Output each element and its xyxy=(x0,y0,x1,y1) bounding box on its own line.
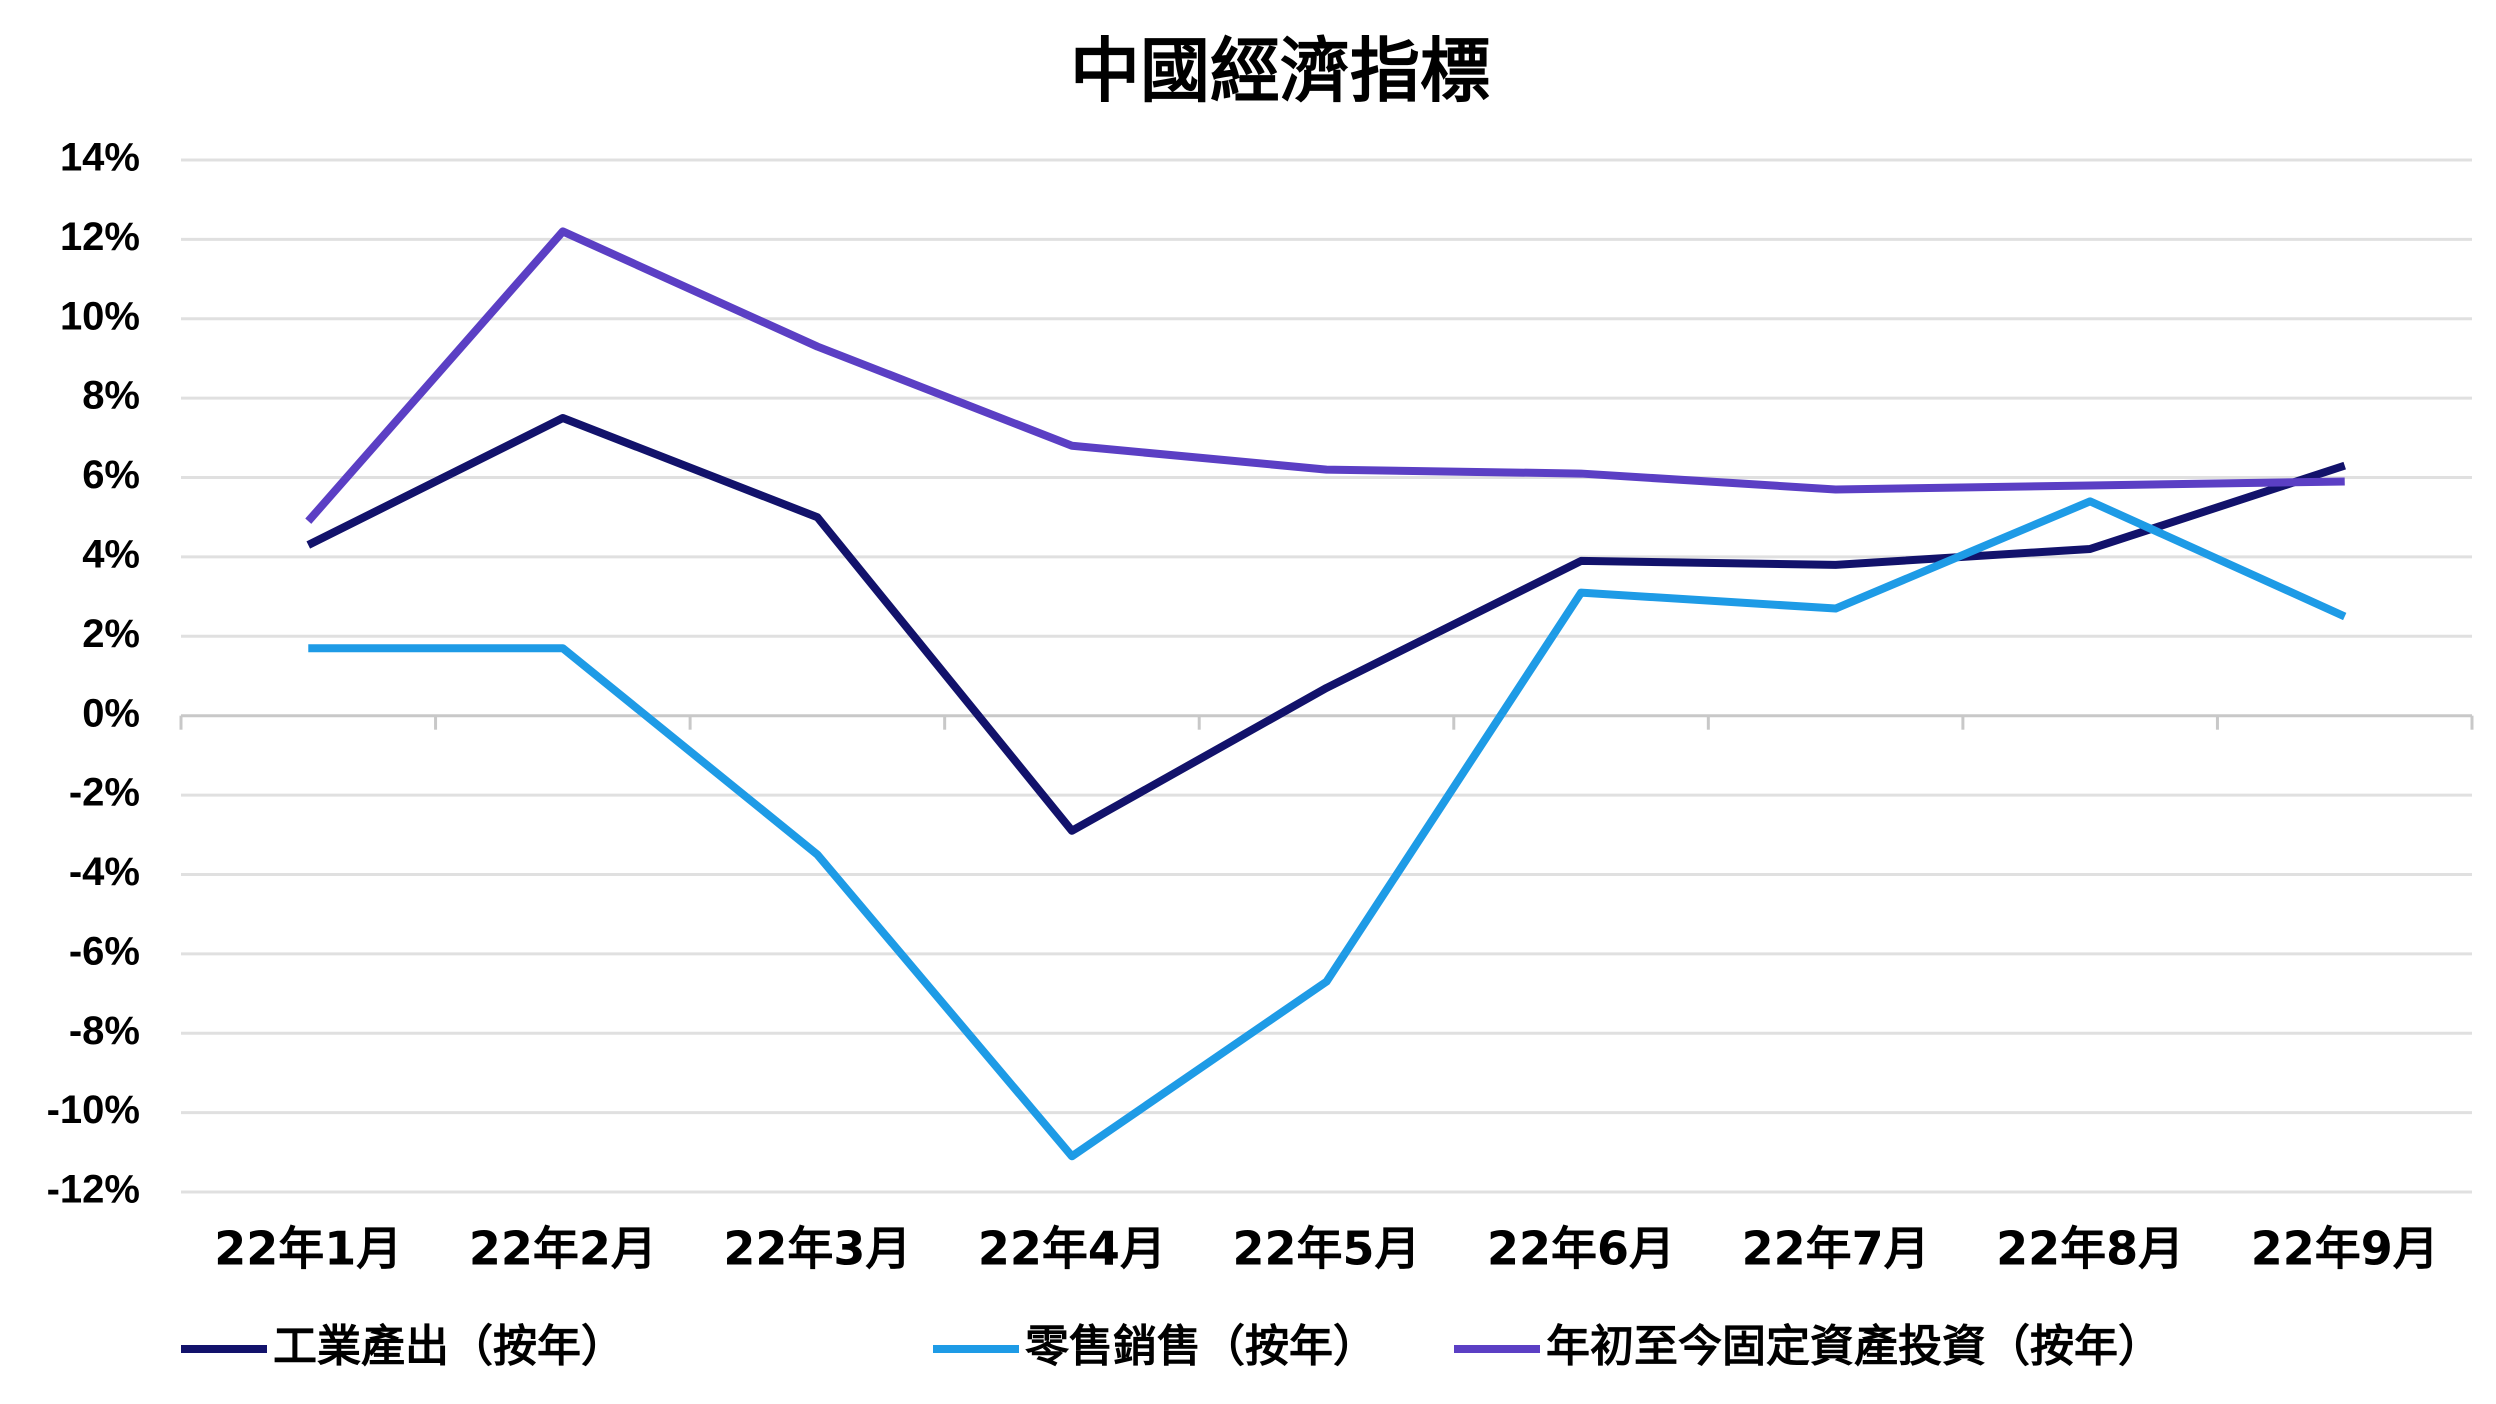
x-tick-label: 22年9月 xyxy=(2251,1222,2439,1276)
y-tick-label: 2% xyxy=(82,612,140,656)
x-tick-label: 22年1月 xyxy=(214,1222,402,1276)
x-tick-label: 22年6月 xyxy=(1487,1222,1675,1276)
chart-title: 中國經濟指標 xyxy=(1070,29,1490,112)
series-line xyxy=(306,414,2346,835)
series-line xyxy=(308,497,2347,1161)
legend-label: 零售銷售（按年） xyxy=(1025,1321,1377,1372)
y-tick-label: 6% xyxy=(82,453,140,497)
y-tick-label: -10% xyxy=(47,1088,140,1132)
y-tick-label: -6% xyxy=(69,929,140,973)
legend-label: 工業產出（按年） xyxy=(273,1321,625,1372)
y-tick-label: -8% xyxy=(69,1009,140,1053)
y-tick-label: -2% xyxy=(69,771,140,815)
y-tick-label: 8% xyxy=(82,374,140,418)
x-tick-label: 22年8月 xyxy=(1996,1222,2184,1276)
y-tick-label: -12% xyxy=(47,1168,140,1212)
y-tick-label: 12% xyxy=(60,215,140,259)
x-tick-label: 22年5月 xyxy=(1232,1222,1420,1276)
x-tick-label: 22年2月 xyxy=(469,1222,657,1276)
legend-label: 年初至今固定資產投資（按年） xyxy=(1546,1321,2162,1372)
y-tick-label: 14% xyxy=(60,136,140,180)
y-tick-label: -4% xyxy=(69,850,140,894)
x-tick-label: 22年4月 xyxy=(978,1222,1166,1276)
y-tick-label: 4% xyxy=(82,532,140,576)
x-tick-label: 22年3月 xyxy=(723,1222,911,1276)
y-tick-label: 0% xyxy=(82,691,140,735)
y-tick-label: 10% xyxy=(60,294,140,338)
x-tick-label: 22年7月 xyxy=(1742,1222,1930,1276)
series-line xyxy=(305,227,2345,524)
